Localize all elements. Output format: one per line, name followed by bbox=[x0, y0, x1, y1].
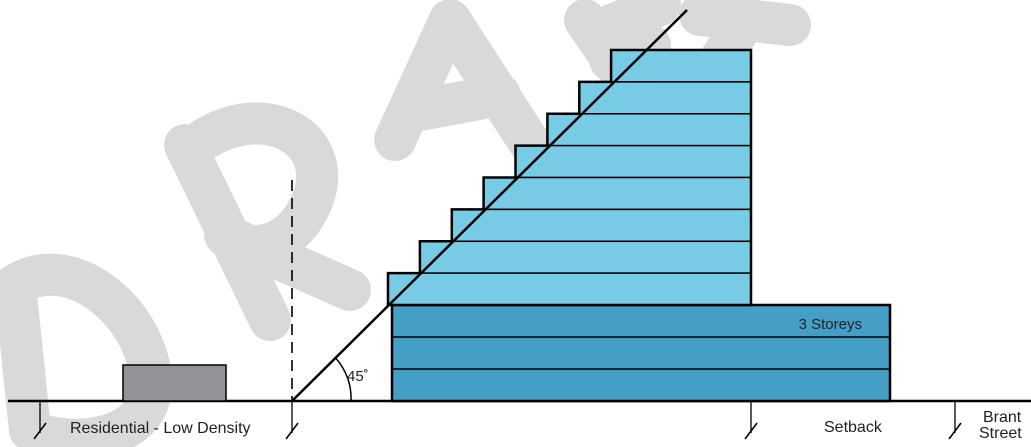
tower-storey bbox=[514, 144, 752, 179]
tower-storey bbox=[419, 240, 752, 274]
street-name-line1: Brant bbox=[983, 409, 1022, 426]
podium-outline bbox=[390, 303, 892, 403]
tower-storey bbox=[546, 113, 752, 147]
tower-storey bbox=[482, 176, 752, 211]
watermark-letter-r bbox=[164, 102, 371, 341]
podium-block bbox=[390, 303, 892, 403]
street-name-line2: Street bbox=[979, 425, 1022, 442]
tower-storey bbox=[578, 81, 752, 115]
residential-zone-label: Residential - Low Density bbox=[70, 420, 251, 437]
angle-label: 45˚ bbox=[347, 368, 369, 385]
watermark-letter-a bbox=[374, 0, 581, 211]
tower-storey bbox=[387, 272, 752, 306]
tower-block bbox=[386, 48, 753, 307]
tower-storey bbox=[451, 208, 752, 243]
neighbouring-house bbox=[122, 364, 227, 402]
angle-arc bbox=[335, 357, 352, 402]
angular-plane-line bbox=[291, 9, 688, 402]
podium-storeys-label: 3 Storeys bbox=[799, 316, 862, 333]
watermark-letter-d bbox=[0, 253, 172, 447]
setback-label: Setback bbox=[824, 419, 883, 436]
